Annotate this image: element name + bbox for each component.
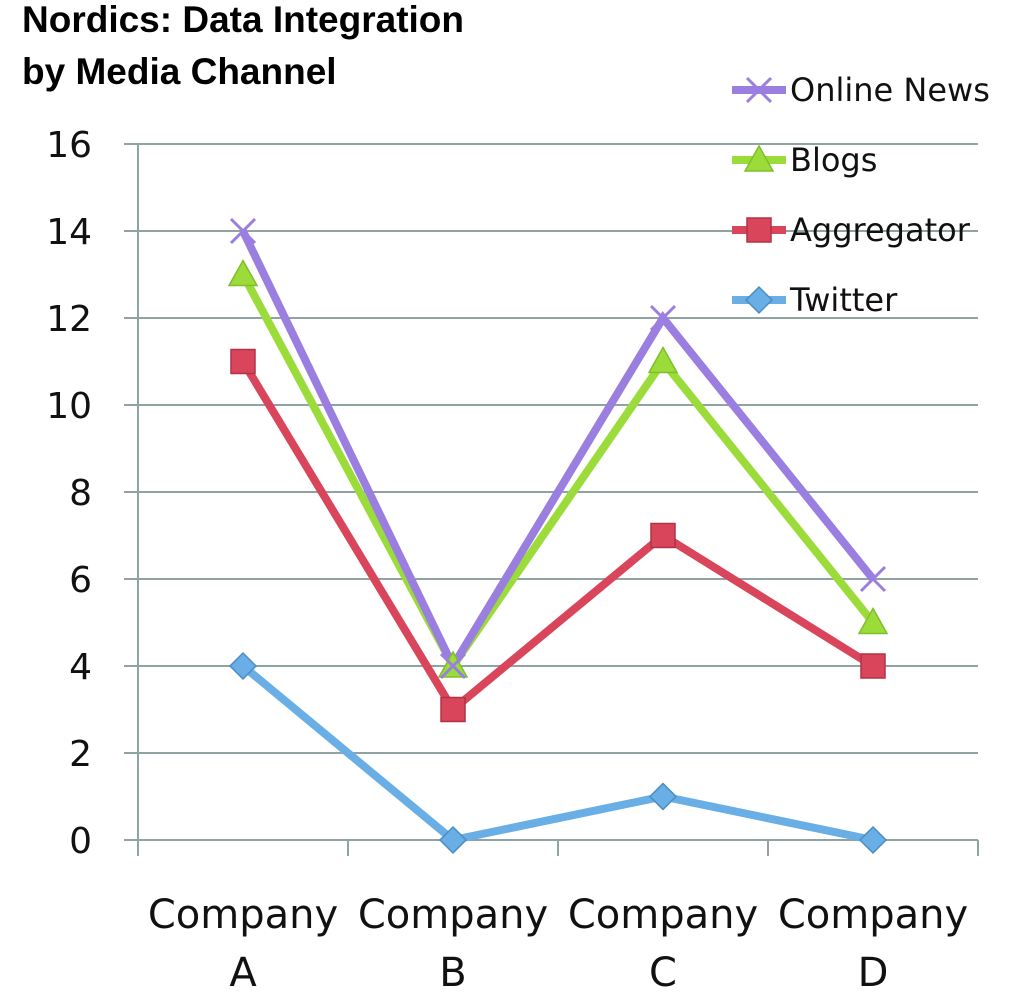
y-tick-label: 4	[69, 647, 92, 688]
y-tick-label: 16	[46, 125, 92, 166]
series-markers	[227, 217, 889, 855]
y-tick-label: 2	[69, 734, 92, 775]
y-tick-label: 10	[46, 386, 92, 427]
legend-swatch-marker	[745, 76, 773, 104]
data-point-twitter	[858, 825, 888, 855]
y-tick-label: 12	[46, 299, 92, 340]
series-line-aggregator	[239, 359, 876, 716]
x-category-label: C	[649, 950, 677, 996]
data-point-aggregator	[440, 696, 466, 723]
data-point-online-news	[229, 217, 257, 245]
legend-swatch-marker	[744, 285, 774, 315]
data-point-blogs	[227, 258, 259, 287]
data-point-aggregator	[230, 348, 256, 375]
series-line-online-news	[239, 229, 877, 675]
data-point-online-news	[859, 565, 887, 593]
series-line-blogs	[239, 272, 877, 674]
y-tick-label: 0	[69, 821, 92, 862]
data-point-blogs	[857, 606, 889, 635]
data-point-twitter	[228, 651, 258, 681]
legend-item-aggregator: Aggregator	[732, 211, 971, 249]
x-category-label: D	[858, 950, 889, 996]
data-point-twitter	[438, 825, 468, 855]
data-point-blogs	[647, 345, 679, 374]
legend-item-blogs: Blogs	[732, 141, 877, 179]
legend-swatch-marker	[743, 144, 775, 172]
legend-swatch-marker	[746, 217, 772, 243]
legend-item-twitter: Twitter	[732, 281, 898, 319]
x-category-label: B	[439, 950, 466, 996]
y-tick-label: 6	[69, 560, 92, 601]
data-point-online-news	[649, 304, 677, 332]
data-point-online-news	[439, 652, 467, 680]
x-category-label: Company	[148, 892, 338, 938]
legend-label: Aggregator	[790, 211, 971, 249]
legend: Online News Blogs Aggregator Twitter	[732, 71, 990, 319]
legend-label: Twitter	[789, 281, 898, 319]
series-line-twitter	[240, 662, 874, 845]
axes	[124, 143, 979, 856]
legend-label: Blogs	[790, 141, 877, 179]
y-tick-label: 8	[69, 473, 92, 514]
y-tick-labels: 0 2 4 6 8 10 12 14 16	[46, 125, 92, 862]
x-category-label: Company	[568, 892, 758, 938]
x-category-label: Company	[358, 892, 548, 938]
data-point-aggregator	[860, 653, 886, 679]
x-category-labels: Company A Company B Company C Company D	[148, 892, 968, 996]
data-point-twitter	[648, 782, 678, 811]
x-category-label: A	[229, 950, 257, 996]
y-tick-label: 14	[46, 212, 92, 253]
series-lines	[239, 229, 877, 845]
legend-item-online-news: Online News	[732, 71, 990, 109]
x-category-label: Company	[778, 892, 968, 938]
data-point-aggregator	[650, 522, 676, 549]
chart-title: Nordics: Data Integration by Media Chann…	[22, 0, 464, 92]
legend-label: Online News	[790, 71, 990, 109]
